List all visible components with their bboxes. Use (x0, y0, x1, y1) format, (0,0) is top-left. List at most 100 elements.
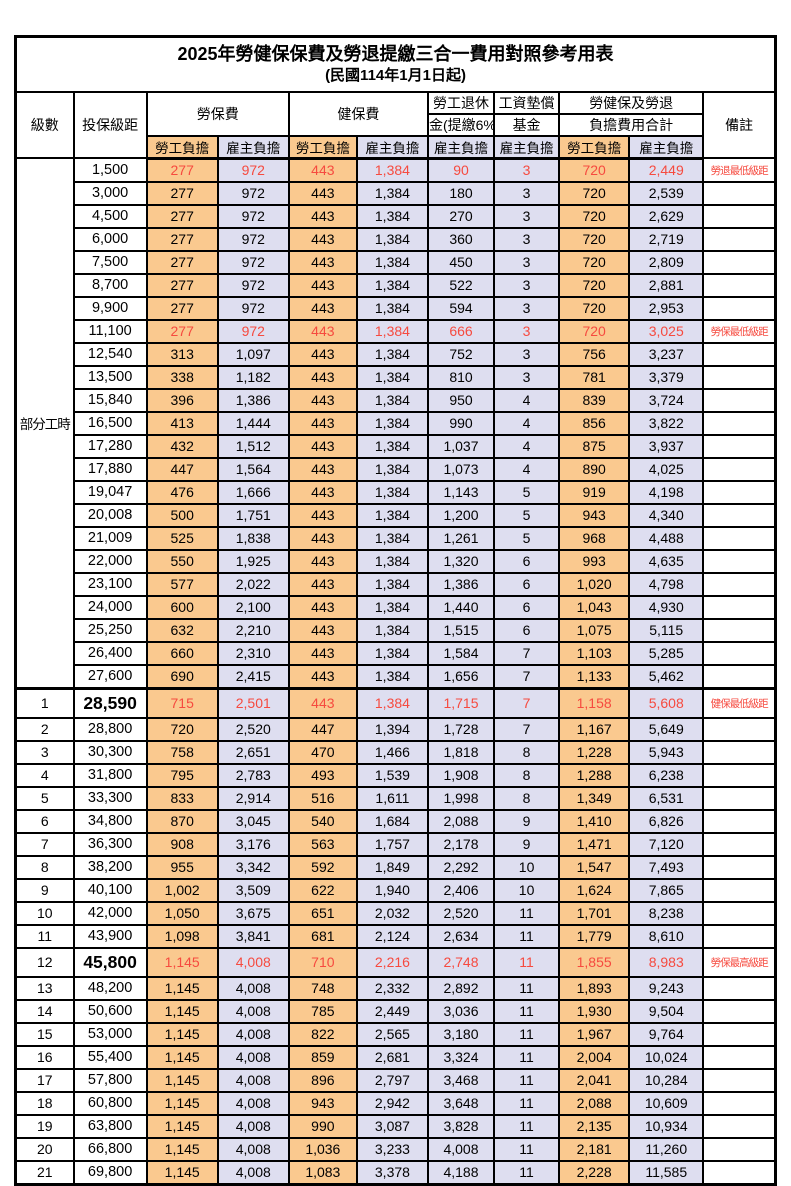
cell-total-employee: 1,547 (558, 854, 631, 880)
cell-level: 11 (14, 923, 75, 949)
table-row: 2 28,800 720 2,520 447 1,394 1,728 7 1,167 5,649 (14, 716, 777, 742)
cell-total-employer: 3,724 (628, 387, 705, 413)
cell-total-employer: 5,115 (628, 617, 705, 643)
cell-total-employer: 3,237 (628, 341, 705, 367)
cell-labor-employer: 3,176 (216, 831, 290, 857)
cell-labor-employee: 795 (145, 762, 219, 788)
cell-bracket: 27,600 (72, 663, 148, 690)
table-row: 16,500 413 1,444 443 1,384 990 4 856 3,822 (16, 410, 777, 436)
table-row: 23,100 577 2,022 443 1,384 1,386 6 1,020 4,798 (16, 571, 777, 597)
cell-health-employee: 540 (287, 808, 358, 834)
cell-total-employee: 839 (558, 387, 631, 413)
subheader-total-employee: 勞工負擔 (558, 134, 631, 160)
cell-labor-employer: 1,097 (216, 341, 290, 367)
cell-bracket: 9,900 (72, 295, 148, 321)
cell-bracket: 7,500 (72, 249, 148, 275)
cell-labor-employer: 1,386 (216, 387, 290, 413)
cell-bracket: 38,200 (72, 854, 148, 880)
subheader-labor-employee: 勞工負擔 (145, 134, 219, 160)
cell-total-employee: 943 (558, 502, 631, 528)
cell-health-employer: 1,384 (355, 157, 429, 183)
cell-labor-employer: 3,045 (216, 808, 290, 834)
cell-health-employee: 785 (287, 998, 358, 1024)
cell-health-employee: 563 (287, 831, 358, 857)
cell-level: 2 (14, 716, 75, 742)
cell-labor-employer: 4,008 (216, 946, 290, 978)
cell-bracket: 33,300 (72, 785, 148, 811)
cell-pension-employer: 1,440 (426, 594, 496, 620)
cell-pension-employer: 1,261 (426, 525, 496, 551)
cell-labor-employee: 396 (145, 387, 219, 413)
cell-labor-employer: 2,210 (216, 617, 290, 643)
cell-labor-employee: 277 (145, 249, 219, 275)
cell-health-employee: 516 (287, 785, 358, 811)
cell-pension-employer: 522 (426, 272, 496, 298)
cell-wage-fund-employer: 4 (493, 410, 561, 436)
cell-health-employer: 1,384 (355, 640, 429, 666)
cell-labor-employer: 972 (216, 203, 290, 229)
cell-wage-fund-employer: 7 (493, 716, 561, 742)
cell-note (702, 479, 777, 505)
table-row: 18 60,800 1,145 4,008 943 2,942 3,648 11 2,088 10… (14, 1090, 777, 1116)
cell-note (702, 785, 777, 811)
cell-labor-employer: 4,008 (216, 1067, 290, 1093)
cell-total-employer: 4,025 (628, 456, 705, 482)
cell-health-employer: 2,332 (355, 975, 429, 1001)
table-row: 6,000 277 972 443 1,384 360 3 720 2,719 (16, 226, 777, 252)
cell-labor-employee: 1,050 (145, 900, 219, 926)
table-row: 1 28,590 715 2,501 443 1,384 1,715 7 1,158 5,608 健… (14, 686, 777, 719)
cell-total-employee: 2,041 (558, 1067, 631, 1093)
cell-total-employer: 3,025 (628, 318, 705, 344)
cell-labor-employee: 476 (145, 479, 219, 505)
cell-pension-employer: 2,748 (426, 946, 496, 978)
table-row: 24,000 600 2,100 443 1,384 1,440 6 1,043 4,930 (16, 594, 777, 620)
cell-health-employer: 2,681 (355, 1044, 429, 1070)
cell-wage-fund-employer: 11 (493, 946, 561, 978)
cell-wage-fund-employer: 8 (493, 762, 561, 788)
cell-total-employer: 6,531 (628, 785, 705, 811)
cell-wage-fund-employer: 8 (493, 785, 561, 811)
cell-total-employee: 720 (558, 295, 631, 321)
cell-labor-employer: 972 (216, 295, 290, 321)
cell-health-employee: 443 (287, 410, 358, 436)
cell-note (702, 341, 777, 367)
cell-health-employee: 943 (287, 1090, 358, 1116)
cell-health-employer: 2,449 (355, 998, 429, 1024)
cell-note (702, 1067, 777, 1093)
cell-total-employee: 1,228 (558, 739, 631, 765)
cell-wage-fund-employer: 8 (493, 739, 561, 765)
header-row-3: 勞工負擔 雇主負擔 勞工負擔 雇主負擔 雇主負擔 雇主負擔 勞工負擔 雇主負擔 (16, 134, 776, 160)
cell-bracket: 31,800 (72, 762, 148, 788)
cell-total-employee: 1,410 (558, 808, 631, 834)
cell-total-employee: 1,471 (558, 831, 631, 857)
cell-pension-employer: 3,828 (426, 1113, 496, 1139)
cell-note (702, 1090, 777, 1116)
cell-health-employer: 1,384 (355, 203, 429, 229)
cell-total-employer: 11,260 (628, 1136, 705, 1162)
cell-total-employee: 1,075 (558, 617, 631, 643)
cell-bracket: 53,000 (72, 1021, 148, 1047)
cell-health-employee: 443 (287, 157, 358, 183)
cell-level: 8 (14, 854, 75, 880)
cell-total-employer: 4,798 (628, 571, 705, 597)
cell-health-employer: 1,849 (355, 854, 429, 880)
cell-health-employee: 443 (287, 548, 358, 574)
table-row: 7 36,300 908 3,176 563 1,757 2,178 9 1,471 7,120 (14, 831, 777, 857)
cell-labor-employer: 972 (216, 249, 290, 275)
cell-note (702, 716, 777, 742)
cell-labor-employee: 277 (145, 318, 219, 344)
cell-pension-employer: 752 (426, 341, 496, 367)
cell-total-employer: 10,024 (628, 1044, 705, 1070)
header-row-2: 金(提繳6%) 基金 負擔費用合計 (16, 112, 776, 137)
cell-pension-employer: 4,188 (426, 1159, 496, 1186)
cell-note (702, 831, 777, 857)
cell-bracket: 66,800 (72, 1136, 148, 1162)
cell-health-employer: 1,384 (355, 594, 429, 620)
cell-health-employee: 443 (287, 502, 358, 528)
cell-total-employee: 1,624 (558, 877, 631, 903)
cell-pension-employer: 1,998 (426, 785, 496, 811)
cell-labor-employee: 758 (145, 739, 219, 765)
cell-bracket: 34,800 (72, 808, 148, 834)
cell-pension-employer: 1,584 (426, 640, 496, 666)
cell-pension-employer: 1,200 (426, 502, 496, 528)
